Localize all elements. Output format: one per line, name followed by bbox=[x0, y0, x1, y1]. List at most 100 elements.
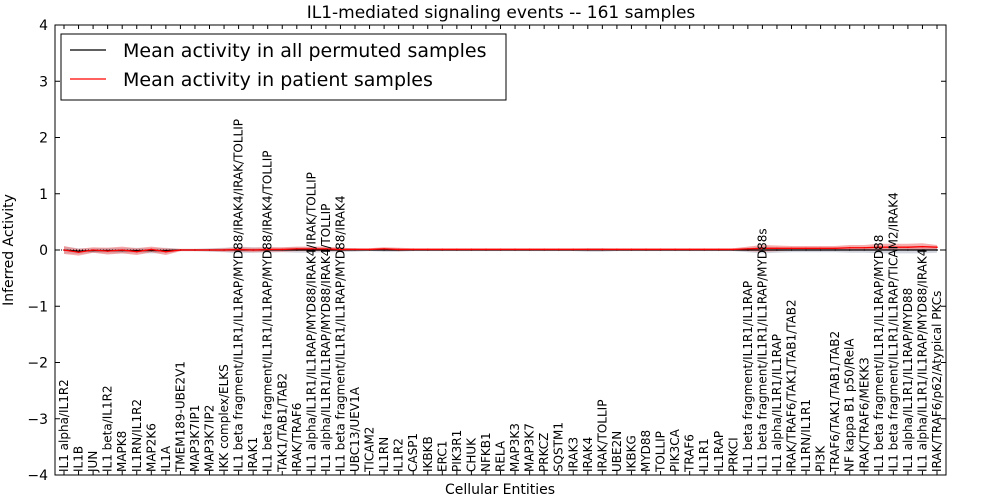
category-label: IKBKG bbox=[624, 435, 638, 472]
category-label: IL1A bbox=[159, 445, 173, 472]
data-point bbox=[863, 246, 866, 249]
data-point bbox=[921, 249, 924, 251]
category-label: IL1 alpha/IL1R1/IL1RAP/MYD88/IRAK4/TOLLI… bbox=[319, 204, 333, 472]
data-point bbox=[659, 248, 662, 251]
data-point bbox=[135, 249, 138, 252]
category-label: MAP3K7IP1 bbox=[188, 405, 202, 472]
category-label: IL1 alpha/IL1R1/IL1RAP/MYD88/IRAK4 bbox=[915, 249, 929, 472]
legend-label-patient: Mean activity in patient samples bbox=[123, 69, 433, 91]
data-point bbox=[892, 246, 895, 248]
data-point bbox=[907, 246, 909, 248]
category-label: IL1RN/IL1R1 bbox=[799, 399, 813, 472]
data-point bbox=[761, 247, 764, 250]
data-point bbox=[557, 248, 560, 251]
legend: Mean activity in all permuted samples Me… bbox=[60, 33, 507, 101]
category-label: MAPK8 bbox=[115, 431, 129, 472]
data-point bbox=[936, 249, 938, 251]
data-point bbox=[514, 248, 516, 251]
data-point bbox=[630, 248, 633, 251]
data-point bbox=[776, 249, 778, 251]
category-label: MAP2K6 bbox=[144, 423, 158, 472]
category-label: IRAK/TRAF6/MEKK3 bbox=[857, 357, 871, 472]
data-point bbox=[892, 249, 895, 251]
data-point bbox=[572, 248, 575, 251]
data-point bbox=[921, 245, 924, 248]
category-label: IRAK/TOLLIP bbox=[595, 400, 609, 472]
data-point bbox=[470, 248, 473, 251]
category-label: NFKB1 bbox=[479, 432, 493, 472]
data-point bbox=[790, 247, 793, 250]
category-label: IL1 beta fragment/IL1R1/IL1RAP/MYD88/IRA… bbox=[232, 119, 246, 472]
data-point bbox=[907, 249, 909, 251]
data-point bbox=[587, 248, 589, 251]
data-point bbox=[223, 249, 225, 251]
data-point bbox=[77, 250, 80, 252]
category-label: TRAF6 bbox=[683, 434, 697, 473]
data-point bbox=[412, 248, 415, 251]
data-point bbox=[456, 248, 458, 251]
category-label: NF kappa B1 p50/RelA bbox=[843, 338, 857, 472]
category-label: MAP3K3 bbox=[508, 423, 522, 472]
y-tick-label: 0 bbox=[39, 243, 48, 259]
category-label: PIK3CA bbox=[668, 428, 682, 472]
y-tick-label: −3 bbox=[27, 412, 48, 428]
data-point bbox=[106, 250, 109, 252]
data-point bbox=[179, 249, 182, 251]
data-point bbox=[499, 248, 502, 251]
data-point bbox=[878, 249, 880, 251]
x-axis-title: Cellular Entities bbox=[445, 482, 555, 498]
category-label: IL1R2 bbox=[392, 438, 406, 472]
category-label: IL1 alpha/IL1R1/IL1RAP bbox=[770, 334, 784, 472]
category-label: IL1 beta fragment/IL1R1/IL1RAP/MYD88s bbox=[755, 228, 769, 472]
data-point bbox=[528, 248, 531, 251]
data-point bbox=[296, 249, 298, 251]
data-point bbox=[848, 249, 851, 251]
data-point bbox=[688, 248, 691, 251]
category-label: PIK3R1 bbox=[450, 430, 464, 472]
data-point bbox=[165, 249, 167, 252]
data-point bbox=[310, 248, 313, 250]
category-label: IL1 beta/IL1R2 bbox=[101, 385, 115, 472]
data-point bbox=[426, 248, 429, 251]
data-point bbox=[485, 248, 487, 251]
data-point bbox=[790, 249, 793, 251]
category-label: IL1 alpha/IL1R2 bbox=[57, 379, 71, 472]
data-point bbox=[645, 248, 647, 251]
data-point bbox=[878, 246, 880, 248]
category-label: CHUK bbox=[464, 437, 478, 472]
category-label: IRAK/TRAF6/p62/Atypical PKCs bbox=[930, 291, 944, 472]
category-label: IL1RN/IL1R2 bbox=[130, 399, 144, 472]
data-point bbox=[150, 248, 153, 251]
category-label: MAP3K7 bbox=[523, 423, 537, 472]
category-label: TAK1/TAB1/TAB2 bbox=[275, 373, 289, 473]
category-label: TMEM189-UBE2V1 bbox=[173, 361, 187, 473]
y-tick-label: −1 bbox=[27, 299, 48, 315]
data-point bbox=[819, 247, 822, 250]
data-point bbox=[194, 249, 196, 251]
y-tick-label: −2 bbox=[27, 356, 48, 372]
category-label: IKBKB bbox=[421, 436, 435, 472]
category-label: IL1RAP bbox=[712, 431, 726, 472]
data-point bbox=[325, 248, 327, 250]
data-point bbox=[208, 249, 211, 251]
data-point bbox=[776, 247, 778, 250]
plot-area bbox=[55, 243, 946, 256]
category-label: IL1R1 bbox=[697, 438, 711, 472]
data-point bbox=[135, 250, 138, 253]
data-point bbox=[92, 249, 94, 251]
category-label: IL1 beta fragment/IL1R1/IL1RAP bbox=[741, 281, 755, 472]
data-point bbox=[543, 248, 545, 251]
category-label: UBC13/UEV1A bbox=[348, 386, 362, 472]
data-point bbox=[703, 248, 705, 251]
data-point bbox=[266, 248, 269, 251]
data-point bbox=[834, 247, 836, 250]
legend-box bbox=[60, 33, 507, 101]
data-point bbox=[834, 249, 836, 251]
category-label: TRAF6/TAK1/TAB1/TAB2 bbox=[828, 331, 842, 473]
data-point bbox=[805, 249, 807, 251]
category-label: IL1 beta fragment/IL1R1/IL1RAP/MYD88/IRA… bbox=[333, 195, 347, 472]
data-point bbox=[252, 249, 254, 251]
category-label: IKK complex/ELKS bbox=[217, 364, 231, 472]
category-label: TICAM2 bbox=[363, 427, 377, 473]
